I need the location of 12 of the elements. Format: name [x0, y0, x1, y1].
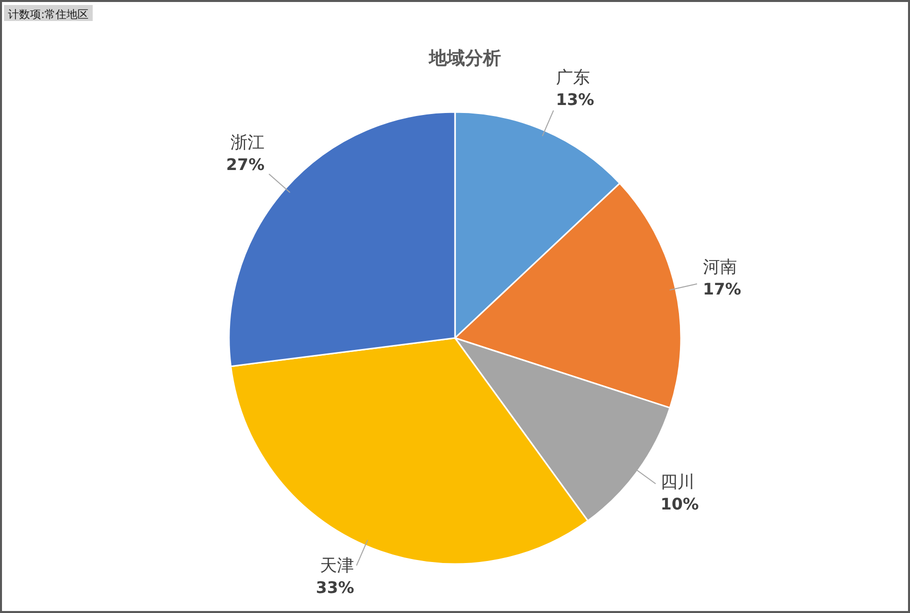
slice-label: 浙江 — [230, 133, 264, 154]
slice-label: 天津 — [320, 556, 354, 576]
data-label: 33% — [316, 578, 354, 598]
data-label: 10% — [660, 494, 699, 514]
slice-label: 广东 — [556, 68, 590, 88]
slice-label: 河南 — [702, 258, 737, 278]
slice-label: 四川 — [660, 472, 694, 492]
text: 计数项:常住地区 — [8, 8, 89, 21]
data-label: 17% — [702, 280, 742, 299]
chart-title: 地域分析 — [428, 48, 501, 69]
data-label: 13% — [556, 90, 594, 109]
data-label: 27% — [226, 155, 264, 174]
